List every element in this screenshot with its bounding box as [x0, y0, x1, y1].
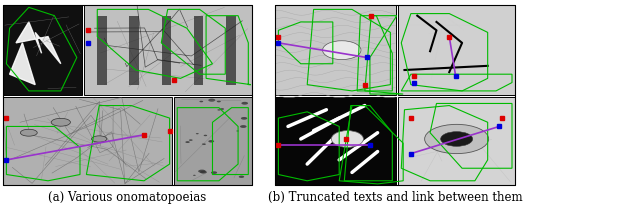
Bar	[161, 16, 172, 85]
Text: (a) Various onomatopoeias: (a) Various onomatopoeias	[48, 191, 207, 204]
Polygon shape	[10, 43, 35, 85]
Ellipse shape	[51, 118, 70, 126]
Ellipse shape	[204, 135, 207, 136]
Ellipse shape	[208, 99, 215, 102]
Ellipse shape	[200, 101, 203, 102]
Bar	[194, 16, 204, 85]
Ellipse shape	[323, 41, 361, 60]
Bar	[84, 5, 252, 95]
Ellipse shape	[425, 124, 489, 154]
Bar	[3, 97, 172, 185]
Polygon shape	[16, 22, 61, 64]
Bar	[275, 5, 396, 95]
Ellipse shape	[200, 171, 207, 174]
Bar	[129, 16, 139, 85]
Ellipse shape	[240, 125, 246, 128]
Ellipse shape	[92, 136, 107, 142]
Ellipse shape	[217, 101, 221, 102]
Ellipse shape	[241, 117, 247, 120]
Bar	[3, 5, 252, 185]
Ellipse shape	[218, 109, 221, 111]
Ellipse shape	[241, 102, 248, 105]
Text: (b) Truncated texts and link between them: (b) Truncated texts and link between the…	[268, 191, 522, 204]
Ellipse shape	[236, 130, 239, 131]
Ellipse shape	[20, 129, 37, 136]
Bar	[97, 16, 107, 85]
Ellipse shape	[189, 139, 193, 141]
Bar	[174, 97, 252, 185]
Ellipse shape	[193, 175, 196, 176]
Bar	[398, 5, 515, 95]
Ellipse shape	[202, 143, 206, 145]
Ellipse shape	[209, 140, 214, 143]
Ellipse shape	[198, 170, 205, 173]
Ellipse shape	[196, 133, 199, 134]
Ellipse shape	[220, 108, 224, 110]
Bar	[275, 97, 396, 185]
Ellipse shape	[332, 131, 364, 147]
Ellipse shape	[239, 176, 244, 178]
Bar	[398, 97, 515, 185]
Bar	[226, 16, 236, 85]
Ellipse shape	[186, 141, 190, 143]
Ellipse shape	[211, 171, 217, 174]
Bar	[275, 5, 515, 185]
Ellipse shape	[440, 132, 472, 146]
Bar	[3, 5, 82, 95]
